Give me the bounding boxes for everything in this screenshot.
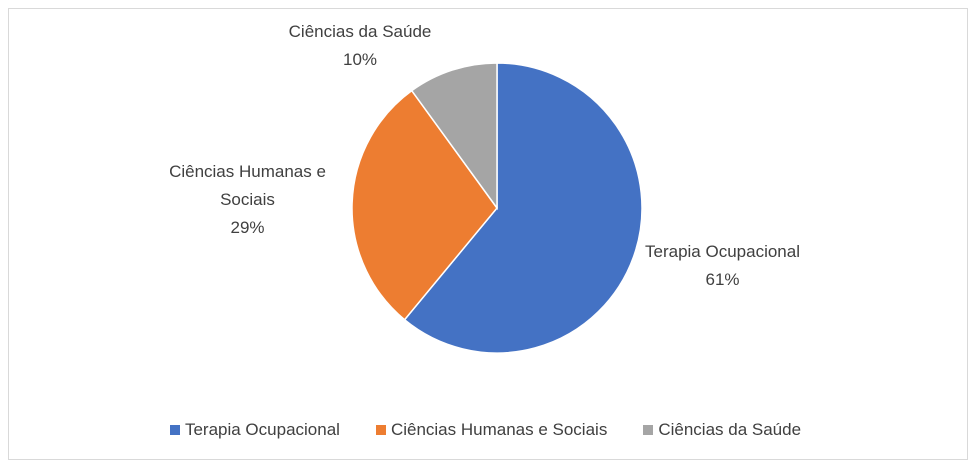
legend-swatch: [643, 425, 654, 435]
legend-label: Ciências Humanas e Sociais: [390, 420, 608, 439]
data-label-category: Ciências Humanas e Sociais: [169, 162, 326, 209]
data-label-category: Terapia Ocupacional: [645, 242, 800, 261]
data-label-value: 29%: [230, 218, 265, 237]
legend-swatch: [375, 425, 386, 435]
chart-border: [8, 8, 968, 460]
legend-label: Ciências da Saúde: [658, 420, 802, 439]
pie-slice: [403, 62, 643, 354]
legend: Terapia Ocupacional Ciências Humanas e So…: [0, 420, 971, 440]
pie-slice: [351, 89, 498, 321]
legend-item: Ciências da Saúde: [643, 420, 801, 440]
data-label: Ciências da Saúde 10%: [255, 18, 465, 74]
pie-slice: [410, 62, 498, 211]
legend-swatch: [169, 425, 180, 435]
legend-label: Terapia Ocupacional: [184, 420, 340, 439]
data-label-value: 61%: [705, 270, 740, 289]
data-label-category: Ciências da Saúde: [288, 22, 432, 41]
data-label-value: 10%: [342, 50, 378, 69]
legend-item: Terapia Ocupacional: [169, 420, 340, 440]
data-label: Terapia Ocupacional 61%: [640, 238, 805, 294]
legend-item: Ciências Humanas e Sociais: [375, 420, 608, 440]
data-label: Ciências Humanas e Sociais 29%: [150, 158, 345, 242]
